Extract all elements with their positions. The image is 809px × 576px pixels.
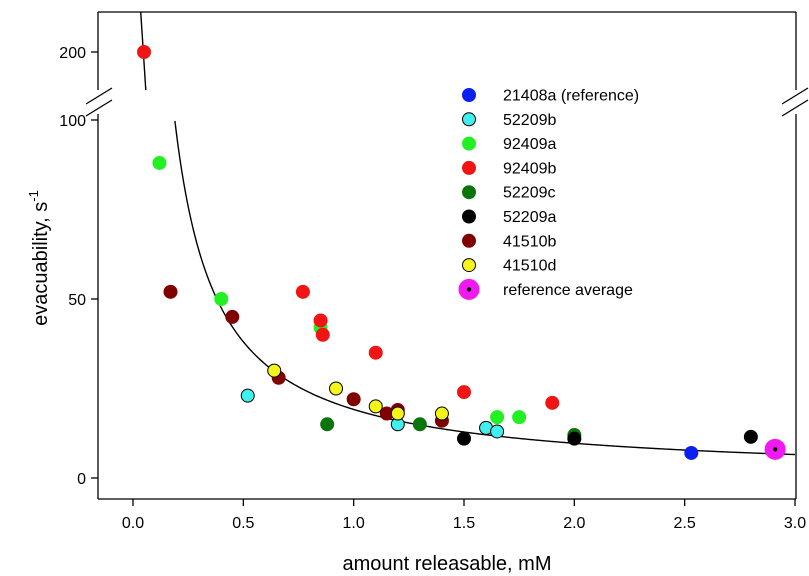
data-point [137,45,152,59]
x-tick-label: 3.0 [784,515,806,532]
data-point [434,406,449,421]
data-point [490,424,505,439]
data-point [225,309,240,324]
fit-curve-lower [174,120,796,456]
x-tick-label: 2.5 [674,515,696,532]
data-point [320,417,335,432]
legend-marker [462,112,476,127]
legend-items: 21408a (reference) 52209b 92409a 92409b 5220… [458,88,639,300]
data-point [163,284,178,299]
y-axis-title: evacuability, s-1 [26,190,52,326]
data-point [457,431,471,446]
axis-break [84,87,809,117]
axis-break-mark-left-lower [85,99,113,117]
x-tick-label: 1.5 [453,515,475,532]
legend-label: 41510b [503,233,556,250]
axis-break-mark-right-lower [781,99,809,117]
legend-label: 21408a (reference) [503,88,639,105]
x-tick-label: 0.0 [122,515,144,532]
data-point-center-dot [772,447,778,452]
axis-break-mark-right-upper [781,87,809,105]
data-point [390,406,405,421]
data-point [313,313,328,328]
legend-marker [462,88,476,102]
data-point [490,410,505,425]
x-tick-label: 2.0 [563,515,585,532]
y-tick-label: 200 [59,45,86,62]
plot-frame [97,11,797,500]
data-point [567,431,582,446]
legend-marker [462,185,476,200]
x-axis-ticks: 0.0 0.5 1.0 1.5 2.0 2.5 3.0 [122,499,806,532]
legend-marker [462,209,476,224]
data-point [512,410,527,425]
data-point [346,392,361,407]
legend-label: 41510d [503,258,556,275]
data-point [684,445,699,460]
legend-marker-center-dot [466,287,472,292]
legend-label: 52209c [503,185,556,202]
y-axis-title-superscript: -1 [26,190,41,202]
data-point [457,385,471,400]
y-tick-label: 0 [77,471,86,488]
data-point [412,417,427,432]
data-points [137,45,786,460]
data-point [315,327,330,342]
data-point [267,363,282,378]
legend-marker [462,233,476,248]
legend-label: 92409a [503,136,556,153]
y-axis-ticks: 0 50 100 200 [59,45,98,488]
x-axis-title: amount releasable, mM [343,553,552,575]
y-axis-title-text: evacuability, s [30,202,52,326]
data-point [545,395,560,410]
legend-marker [462,258,476,273]
data-point [329,381,344,396]
legend-label: 92409b [503,160,556,177]
data-point [240,388,255,403]
y-tick-label: 100 [59,113,86,130]
data-point [295,284,310,299]
legend-marker [462,136,476,151]
legend: 21408a (reference) 52209b 92409a 92409b 5220… [458,88,639,300]
legend-marker [462,160,476,175]
data-point [368,345,383,360]
axis-break-mark-left-upper [85,87,113,105]
data-point [214,292,229,306]
y-tick-label: 50 [68,292,86,309]
data-point [743,429,758,444]
data-point [152,155,167,170]
legend-label: 52209a [503,209,556,226]
x-tick-label: 1.0 [343,515,365,532]
legend-label: reference average [503,282,633,299]
legend-label: 52209b [503,112,556,129]
data-point [368,399,383,414]
x-tick-label: 0.5 [232,515,254,532]
